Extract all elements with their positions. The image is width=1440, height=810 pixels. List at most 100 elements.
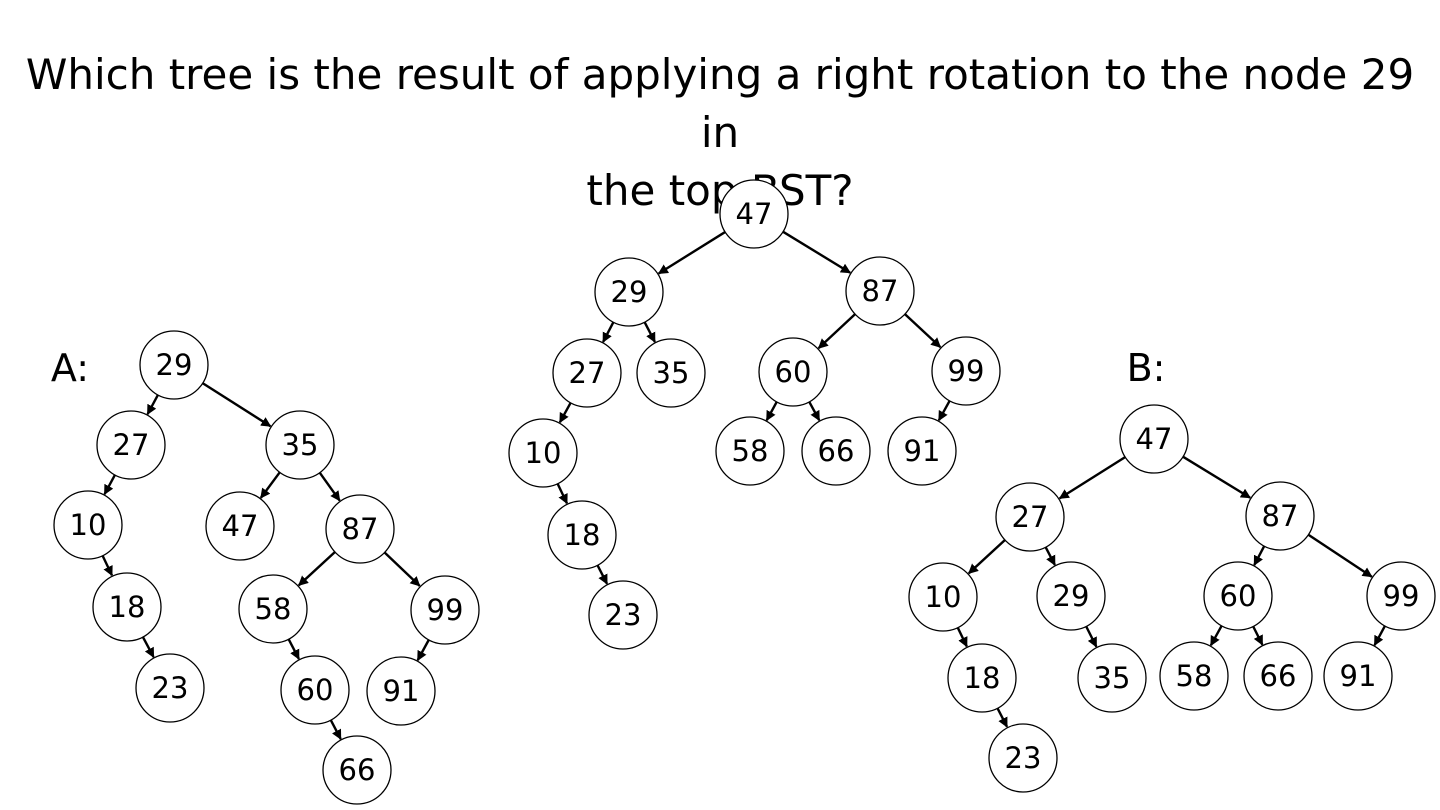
- node-a-91: 91: [366, 656, 436, 726]
- node-value: 87: [342, 512, 379, 546]
- node-value: 87: [862, 274, 899, 308]
- node-value: 87: [1262, 499, 1299, 533]
- edge-a-10-18: [100, 553, 114, 577]
- node-top-87: 87: [845, 256, 915, 326]
- node-value: 60: [775, 355, 812, 389]
- node-circle: [508, 418, 578, 488]
- node-circle: [410, 575, 480, 645]
- node-circle: [135, 653, 205, 723]
- node-circle: [845, 256, 915, 326]
- edge-top-99-91: [937, 398, 952, 422]
- node-circle: [552, 338, 622, 408]
- node-b-10: 10: [908, 562, 978, 632]
- node-value: 91: [383, 674, 420, 708]
- node-value: 58: [732, 434, 769, 468]
- node-top-18: 18: [547, 500, 617, 570]
- question-line-2: the top BST?: [586, 166, 854, 215]
- node-value: 29: [611, 275, 648, 309]
- node-circle: [1159, 641, 1229, 711]
- node-b-91: 91: [1323, 641, 1393, 711]
- node-top-60: 60: [758, 337, 828, 407]
- edge-b-60-66: [1251, 624, 1264, 646]
- node-circle: [96, 410, 166, 480]
- node-value: 60: [1220, 579, 1257, 613]
- edge-top-47-29: [657, 229, 728, 275]
- node-circle: [719, 179, 789, 249]
- node-circle: [931, 336, 1001, 406]
- node-circle: [1119, 404, 1189, 474]
- node-b-18: 18: [947, 643, 1017, 713]
- node-value: 66: [818, 434, 855, 468]
- node-circle: [995, 482, 1065, 552]
- edge-top-60-66: [807, 399, 821, 422]
- edge-top-27-10: [558, 400, 573, 424]
- node-circle: [547, 500, 617, 570]
- tree-a-label: A:: [51, 346, 89, 390]
- node-value: 60: [297, 673, 334, 707]
- node-circle: [92, 572, 162, 642]
- edge-top-18-23: [595, 562, 609, 585]
- edge-a-60-66: [328, 717, 342, 740]
- node-value: 91: [904, 434, 941, 468]
- node-b-27: 27: [995, 482, 1065, 552]
- edge-top-10-18: [555, 481, 569, 505]
- node-value: 66: [1260, 659, 1297, 693]
- node-value: 10: [525, 436, 562, 470]
- edge-b-18-23: [995, 705, 1009, 728]
- node-a-18: 18: [92, 572, 162, 642]
- node-value: 99: [1383, 579, 1420, 613]
- edge-b-87-60: [1253, 543, 1267, 566]
- node-b-66: 66: [1243, 641, 1313, 711]
- node-circle: [594, 257, 664, 327]
- node-top-91: 91: [887, 416, 957, 486]
- node-circle: [1077, 643, 1147, 713]
- node-value: 29: [156, 348, 193, 382]
- node-circle: [325, 494, 395, 564]
- node-circle: [988, 723, 1058, 793]
- node-value: 27: [569, 356, 606, 390]
- tree-top: 47 29 87 27 35 60 99 10 58 66 91 18 23: [508, 179, 1001, 650]
- node-circle: [1243, 641, 1313, 711]
- node-value: 35: [653, 356, 690, 390]
- edge-b-47-27: [1058, 455, 1128, 500]
- node-b-35: 35: [1077, 643, 1147, 713]
- edge-b-87-99: [1306, 532, 1373, 578]
- edge-a-35-47: [259, 469, 282, 499]
- node-b-58: 58: [1159, 641, 1229, 711]
- node-top-27: 27: [552, 338, 622, 408]
- node-value: 18: [964, 661, 1001, 695]
- node-value: 47: [736, 197, 773, 231]
- node-circle: [1323, 641, 1393, 711]
- node-a-10: 10: [53, 490, 123, 560]
- node-top-23: 23: [588, 580, 658, 650]
- edge-top-87-60: [817, 311, 858, 350]
- edge-b-60-58: [1209, 623, 1224, 647]
- node-value: 58: [1176, 659, 1213, 693]
- tree-b: 47 27 87 10 29 60 99 18 35 58 66 91 23: [908, 404, 1436, 793]
- node-circle: [1036, 561, 1106, 631]
- node-a-66: 66: [322, 735, 392, 805]
- edge-top-87-99: [902, 311, 942, 349]
- node-value: 47: [1136, 422, 1173, 456]
- node-circle: [1366, 561, 1436, 631]
- edge-a-29-35: [200, 381, 272, 428]
- node-value: 35: [282, 428, 319, 462]
- edge-a-18-23: [140, 634, 155, 658]
- node-value: 23: [152, 671, 189, 705]
- node-circle: [366, 656, 436, 726]
- node-circle: [801, 416, 871, 486]
- node-value: 27: [113, 428, 150, 462]
- node-b-87: 87: [1245, 481, 1315, 551]
- node-circle: [758, 337, 828, 407]
- node-a-99: 99: [410, 575, 480, 645]
- node-circle: [265, 410, 335, 480]
- node-value: 10: [70, 508, 107, 542]
- node-a-23: 23: [135, 653, 205, 723]
- node-circle: [322, 735, 392, 805]
- question-line-1: Which tree is the result of applying a r…: [25, 50, 1415, 157]
- node-value: 23: [1005, 741, 1042, 775]
- question-title: Which tree is the result of applying a r…: [20, 46, 1420, 220]
- node-top-99: 99: [931, 336, 1001, 406]
